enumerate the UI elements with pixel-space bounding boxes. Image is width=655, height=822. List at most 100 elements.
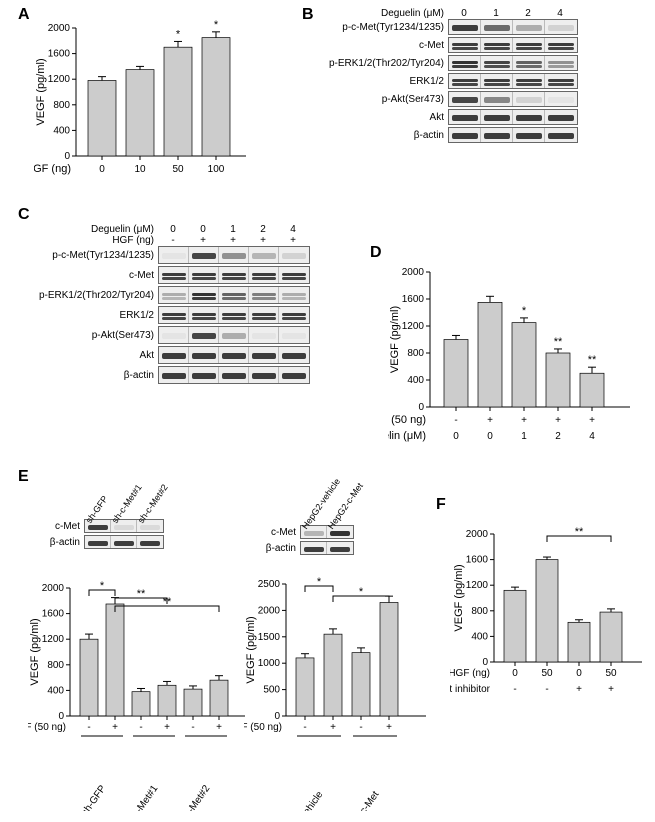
svg-text:sh-GFP: sh-GFP: [80, 783, 109, 811]
svg-text:+: +: [487, 415, 493, 426]
svg-text:HepG2-vehicle: HepG2-vehicle: [279, 789, 326, 811]
svg-text:0: 0: [576, 668, 582, 679]
svg-text:*: *: [359, 586, 364, 598]
blot-lane: [449, 20, 481, 35]
svg-text:1600: 1600: [402, 294, 425, 305]
svg-text:1000: 1000: [258, 658, 281, 669]
blot-row-label: β-actin: [320, 130, 448, 141]
svg-text:VEGF (pg/ml): VEGF (pg/ml): [389, 306, 401, 373]
blot-lane: [159, 367, 189, 384]
blot-lane: [219, 347, 249, 364]
svg-text:800: 800: [47, 660, 64, 671]
panel-label-e: E: [18, 468, 29, 486]
blot-row-label: p-c-Met(Tyr1234/1235): [320, 22, 448, 33]
blot-lane: [545, 38, 577, 53]
svg-text:0: 0: [482, 657, 488, 668]
svg-text:0: 0: [487, 431, 493, 442]
svg-text:1600: 1600: [48, 49, 71, 60]
blot-lane: [249, 307, 279, 324]
blot-panel-b: Deguelin (μM)0124p-c-Met(Tyr1234/1235)c-…: [320, 8, 650, 145]
svg-text:*: *: [522, 305, 527, 317]
blot-panel-c: Deguelin (μM)00124HGF (ng)-++++p-c-Met(T…: [30, 224, 350, 386]
blot-lane: [513, 56, 545, 71]
svg-text:**: **: [575, 526, 584, 538]
blot-lane: [159, 287, 189, 304]
svg-text:1200: 1200: [466, 580, 489, 591]
svg-text:2000: 2000: [42, 583, 65, 594]
svg-text:HGF (ng): HGF (ng): [450, 668, 490, 679]
svg-text:VEGF (pg/ml): VEGF (pg/ml): [35, 58, 47, 125]
blot-lane: [189, 247, 219, 264]
blot-lane: [513, 38, 545, 53]
blot-lane: [545, 128, 577, 143]
blot-lane: [249, 267, 279, 284]
svg-text:HGF (50 ng): HGF (50 ng): [244, 722, 282, 733]
chart-panel-e-left: 0400800120016002000VEGF (pg/ml)-+-+-+HGF…: [28, 556, 253, 811]
blot-lane: [189, 367, 219, 384]
svg-text:+: +: [112, 722, 118, 733]
chart-panel-a: 0400800120016002000VEGF (pg/ml)**0105010…: [34, 16, 254, 191]
blot-lane: [513, 20, 545, 35]
svg-text:0: 0: [99, 164, 105, 175]
blot-lane: [279, 307, 309, 324]
svg-text:HepG2-c-Met: HepG2-c-Met: [338, 789, 382, 811]
blot-lane: [513, 74, 545, 89]
blot-lane: [159, 267, 189, 284]
blot-lane: [159, 347, 189, 364]
blot-lane: [481, 56, 513, 71]
svg-text:400: 400: [47, 685, 64, 696]
svg-text:sh-c-Met#2: sh-c-Met#2: [175, 783, 213, 811]
blot-lane: [219, 307, 249, 324]
svg-text:VEGF (pg/ml): VEGF (pg/ml): [245, 616, 257, 683]
blot-lane: [513, 110, 545, 125]
svg-text:2000: 2000: [466, 529, 489, 540]
blot-lane: [249, 347, 279, 364]
blot-lane: [279, 347, 309, 364]
svg-text:0: 0: [418, 402, 424, 413]
blot-lane: [219, 327, 249, 344]
blot-lane: [189, 327, 219, 344]
svg-text:sh-c-Met#1: sh-c-Met#1: [123, 783, 161, 811]
blot-row-label: ERK1/2: [30, 310, 158, 321]
blot-lane: [219, 267, 249, 284]
svg-text:+: +: [216, 722, 222, 733]
blot-row-label: β-actin: [30, 370, 158, 381]
svg-text:4: 4: [589, 431, 595, 442]
svg-text:+: +: [555, 415, 561, 426]
svg-text:800: 800: [471, 606, 488, 617]
svg-text:100: 100: [208, 164, 225, 175]
svg-text:-: -: [303, 722, 306, 733]
blot-lane: [189, 287, 219, 304]
svg-text:+: +: [386, 722, 392, 733]
blot-row-label: ERK1/2: [320, 76, 448, 87]
svg-text:+: +: [589, 415, 595, 426]
svg-text:-: -: [87, 722, 90, 733]
blot-lane: [279, 327, 309, 344]
blot-lane: [159, 247, 189, 264]
svg-text:HGF (ng): HGF (ng): [34, 163, 71, 175]
blot-lane: [545, 20, 577, 35]
svg-text:HGF (50 ng): HGF (50 ng): [388, 414, 426, 426]
blot-row-label: p-ERK1/2(Thr202/Tyr204): [30, 290, 158, 301]
blot-lane: [513, 128, 545, 143]
blot-lane: [481, 110, 513, 125]
svg-text:-: -: [191, 722, 194, 733]
blot-lane: [279, 367, 309, 384]
panel-label-c: C: [18, 206, 30, 224]
blot-lane: [189, 267, 219, 284]
blot-lane: [279, 287, 309, 304]
svg-text:Deguelin (μM): Deguelin (μM): [388, 430, 426, 442]
svg-text:0: 0: [274, 711, 280, 722]
blot-panel-e-left: sh-GFPsh-c-Met#1sh-c-Met#2c-Metβ-actin: [42, 485, 222, 551]
svg-text:0: 0: [58, 711, 64, 722]
svg-text:**: **: [588, 354, 597, 366]
svg-text:1200: 1200: [42, 634, 65, 645]
blot-lane: [159, 307, 189, 324]
svg-text:2000: 2000: [48, 23, 71, 34]
blot-lane: [189, 307, 219, 324]
blot-lane: [449, 56, 481, 71]
blot-lane: [249, 327, 279, 344]
svg-text:0: 0: [64, 151, 70, 162]
blot-lane: [481, 128, 513, 143]
svg-text:0: 0: [453, 431, 459, 442]
